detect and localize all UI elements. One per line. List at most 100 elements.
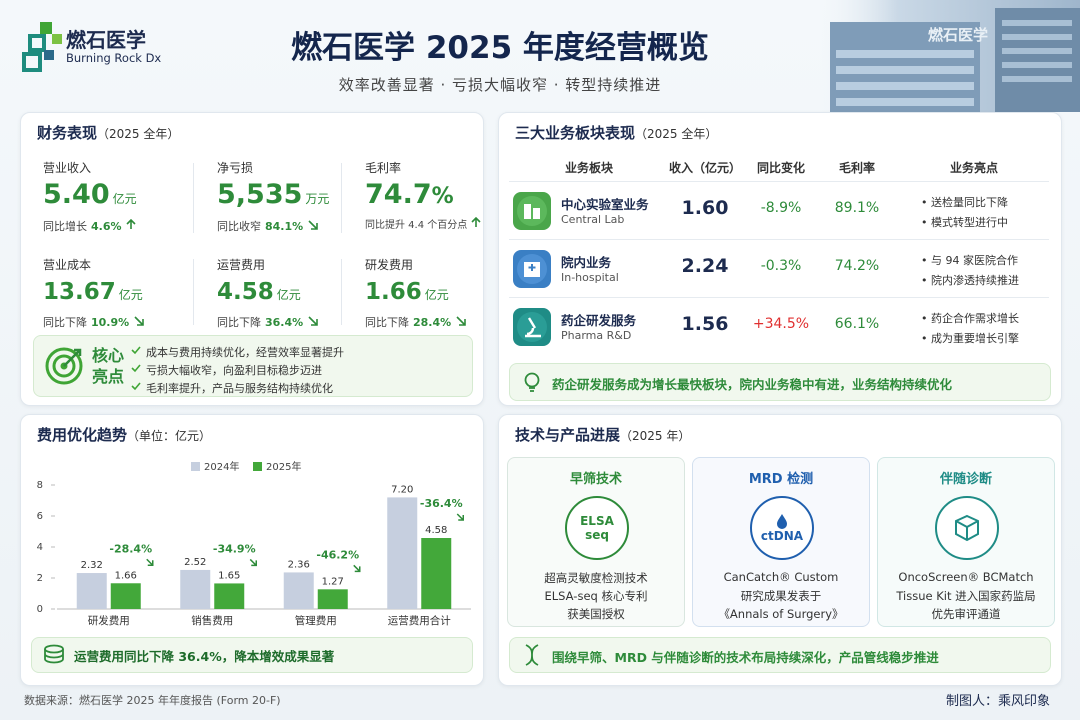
- card-line: 研究成果发表于: [740, 589, 822, 603]
- tech-card: 伴随诊断 OncoScreen® BCMatch Tissue Kit 进入国家…: [877, 457, 1055, 627]
- chart-panel: 费用优化趋势（单位：亿元） 0 2 4 6 8 2024年 2025年 2.32 1.66 研发费…: [20, 414, 484, 686]
- value-label: 4.58: [425, 525, 447, 536]
- segment-highlight: • 成为重要增长引擎: [921, 332, 1019, 345]
- tech-panel: 技术与产品进展（2025 年） 早筛技术 ELSA seq 超高灵敏度检测技术 …: [498, 414, 1062, 686]
- card-icon: [935, 496, 999, 560]
- annotation-arrow: [249, 558, 257, 567]
- unit: 亿元: [112, 192, 137, 206]
- box: [955, 514, 979, 542]
- revenue: 1.60: [681, 197, 729, 219]
- unit-label: （单位：亿元）: [127, 429, 212, 443]
- card-line: 《Annals of Surgery》: [718, 607, 844, 621]
- conclusion: 药企研发服务成为增长最快板块，院内业务稳中有进，业务结构持续优化: [509, 363, 1051, 401]
- change-label: 同比下降: [217, 316, 261, 329]
- x-tick-label: 研发费用: [88, 614, 130, 627]
- arrow-up: [126, 218, 136, 229]
- metric-label: 净亏损: [217, 161, 254, 175]
- panel-title: 技术与产品进展（2025 年）: [515, 424, 690, 445]
- column-header: 业务板块: [564, 161, 613, 175]
- value-label: 2.52: [184, 557, 206, 568]
- change-label: 同比下降: [43, 316, 87, 329]
- text: 药企合作需求增长: [931, 312, 1019, 325]
- legend-label: 2024年: [204, 460, 239, 473]
- icon-text: seq: [585, 528, 609, 542]
- metric-change: 同比增长 4.6%: [43, 218, 183, 234]
- value: 5,535: [217, 179, 303, 210]
- text: 模式转型进行中: [931, 216, 1008, 229]
- metric-change: 同比提升 4.4 个百分点: [365, 216, 505, 231]
- segment-row: 药企研发服务 Pharma R&D 1.56 +34.5% 66.1% • 药企…: [509, 297, 1049, 356]
- period: （2025 全年）: [97, 127, 180, 141]
- card-icon: ELSA seq: [565, 496, 629, 560]
- value: 4.58: [217, 279, 274, 305]
- building-sign: 燃石医学: [928, 26, 989, 44]
- annotation-arrow: [353, 564, 361, 573]
- change-annotation: -46.2%: [316, 548, 359, 561]
- arrow-down: [308, 220, 318, 230]
- title-text: 三大业务板块表现: [515, 124, 636, 142]
- unit: %: [431, 184, 454, 209]
- segment-name-en: In-hospital: [561, 271, 619, 284]
- metric-value: 5.40 亿元: [43, 178, 183, 216]
- metric: 营业收入 5.40 亿元 同比增长 4.6%: [43, 159, 183, 234]
- divider: [193, 163, 194, 233]
- y-tick-label: 8: [37, 480, 43, 491]
- card-line: 获美国授权: [567, 607, 625, 621]
- metric-label: 研发费用: [365, 258, 414, 272]
- metric-value: 4.58 亿元: [217, 275, 357, 312]
- legend-label: 2025年: [266, 460, 301, 473]
- tech-card: 早筛技术 ELSA seq 超高灵敏度检测技术 ELSA-seq 核心专利 获美…: [507, 457, 685, 627]
- metric: 净亏损 5,535 万元 同比收窄 84.1%: [217, 159, 357, 234]
- arrow-down: [308, 316, 318, 326]
- icon-text: ELSA: [580, 514, 614, 528]
- card-line: OncoScreen® BCMatch: [898, 570, 1034, 584]
- value-label: 2.36: [288, 559, 310, 570]
- card-title: 早筛技术: [569, 472, 622, 487]
- margin: 74.2%: [834, 258, 880, 274]
- logo-en: Burning Rock Dx: [66, 51, 162, 65]
- legend-swatch: [253, 462, 262, 471]
- conclusion-text: 药企研发服务成为增长最快板块，院内业务稳中有进，业务结构持续优化: [552, 377, 953, 392]
- divider: [341, 259, 342, 325]
- arrow-down: [134, 316, 144, 326]
- segment-name-en: Central Lab: [561, 213, 625, 226]
- highlight-item: 毛利率提升，产品与服务结构持续优化: [146, 382, 333, 395]
- title-text: 费用优化趋势: [37, 426, 128, 444]
- card-line: ELSA-seq 核心专利: [544, 589, 648, 603]
- metric-label: 营业收入: [43, 161, 92, 175]
- text: 与 94 家医院合作: [931, 254, 1018, 267]
- highlight-item: 亏损大幅收窄，向盈利目标稳步迈进: [146, 364, 322, 377]
- bar: [214, 583, 245, 609]
- title-line: 核心: [92, 346, 125, 365]
- title: 燃石医学 2025 年度经营概览: [291, 30, 709, 66]
- segment-name: 药企研发服务: [561, 313, 637, 328]
- change-value: 4.6%: [91, 220, 122, 233]
- text: 送检量同比下降: [931, 196, 1008, 209]
- y-tick-label: 4: [37, 542, 43, 553]
- value: 1.66: [365, 279, 422, 305]
- dna-icon: [525, 644, 539, 666]
- value-label: 2.32: [81, 560, 103, 571]
- metric-value: 74.7%: [365, 178, 505, 214]
- bar: [76, 573, 107, 609]
- metric: 毛利率 74.7% 同比提升 4.4 个百分点: [365, 159, 505, 231]
- margin: 66.1%: [834, 316, 880, 332]
- metric-label: 运营费用: [217, 258, 266, 272]
- segments-panel: 三大业务板块表现（2025 全年） 业务板块 收入（亿元） 同比变化 毛利率 业…: [498, 112, 1062, 406]
- segment-row: 院内业务 In-hospital 2.24 -0.3% 74.2% • 与 94…: [509, 239, 1049, 298]
- column-header: 同比变化: [756, 161, 805, 175]
- y-tick-label: 2: [37, 573, 43, 584]
- bar: [421, 538, 452, 609]
- metric-change: 同比下降 10.9%: [43, 314, 183, 330]
- change-label: 同比提升 4.4 个百分点: [365, 220, 468, 231]
- value-label: 1.66: [115, 570, 137, 581]
- change-annotation: -28.4%: [109, 542, 152, 555]
- coins-icon: [44, 644, 64, 664]
- segment-name: 中心实验室业务: [561, 197, 649, 212]
- arrow-down: [456, 316, 466, 326]
- unit: 亿元: [424, 288, 449, 302]
- change-value: 10.9%: [91, 316, 130, 329]
- highlights-title: 核心 亮点: [92, 345, 124, 387]
- yoy: -0.3%: [760, 258, 802, 274]
- card-line: Tissue Kit 进入国家药监局: [896, 589, 1036, 603]
